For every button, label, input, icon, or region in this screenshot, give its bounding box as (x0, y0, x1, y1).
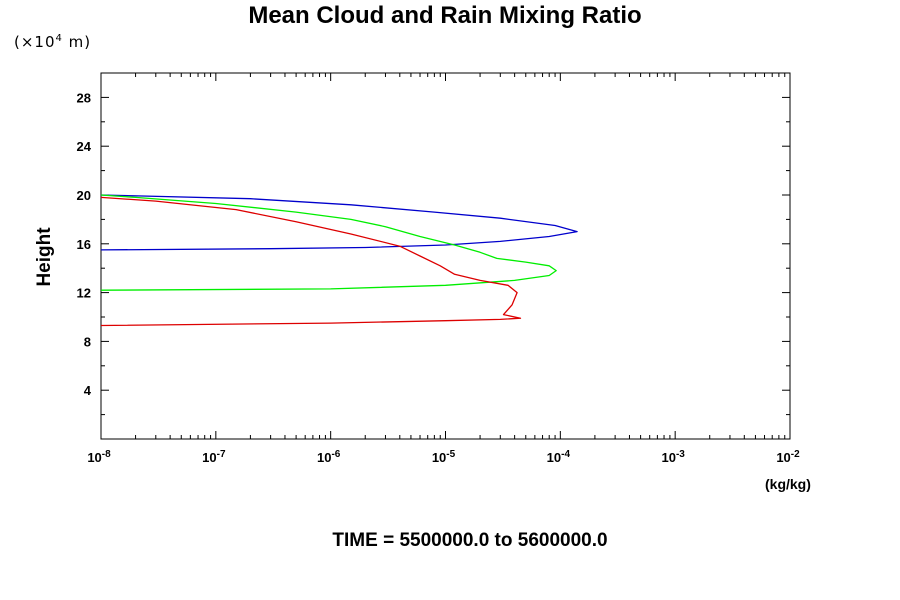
x-tick-base: 10 (317, 450, 331, 465)
x-tick-label: 10-5 (432, 449, 456, 465)
x-tick-label: 10-4 (547, 449, 571, 465)
x-tick-label: 10-7 (202, 449, 226, 465)
x-tick-exponent: -7 (217, 449, 226, 460)
x-tick-label: 10-2 (776, 449, 800, 465)
x-tick-base: 10 (87, 450, 101, 465)
chart-title: Mean Cloud and Rain Mixing Ratio (248, 2, 642, 29)
y-tick-label: 12 (77, 286, 91, 301)
series-line-3 (100, 196, 522, 327)
x-tick-base: 10 (432, 450, 446, 465)
plot-frame (100, 72, 791, 440)
y-tick-label: 4 (84, 383, 92, 398)
y-unit-suffix: m) (62, 33, 92, 51)
x-tick-base: 10 (776, 450, 790, 465)
x-tick-exponent: -6 (331, 449, 340, 460)
y-tick-label: 24 (77, 139, 92, 154)
y-axis-unit: (×104 m) (14, 33, 91, 51)
x-tick-base: 10 (547, 450, 561, 465)
x-tick-label: 10-8 (87, 449, 111, 465)
x-tick-exponent: -2 (791, 449, 800, 460)
y-unit-exponent: 4 (55, 33, 63, 44)
series-line-1 (100, 194, 578, 251)
y-tick-label: 28 (77, 90, 91, 105)
x-tick-base: 10 (202, 450, 216, 465)
series-line-2 (100, 194, 557, 291)
time-footer: TIME = 5500000.0 to 5600000.0 (332, 530, 608, 551)
x-tick-exponent: -4 (561, 449, 570, 460)
x-tick-exponent: -8 (102, 449, 111, 460)
x-tick-base: 10 (661, 450, 675, 465)
x-tick-exponent: -3 (676, 449, 685, 460)
y-unit-prefix: (×10 (14, 33, 56, 51)
y-tick-label: 16 (77, 237, 91, 252)
x-tick-label: 10-6 (317, 449, 341, 465)
y-tick-label: 20 (77, 188, 91, 203)
x-tick-label: 10-3 (661, 449, 685, 465)
x-axis-unit: (kg/kg) (765, 476, 811, 492)
y-tick-label: 8 (84, 334, 91, 349)
x-tick-exponent: -5 (446, 449, 455, 460)
y-axis-label: Height (34, 227, 55, 287)
